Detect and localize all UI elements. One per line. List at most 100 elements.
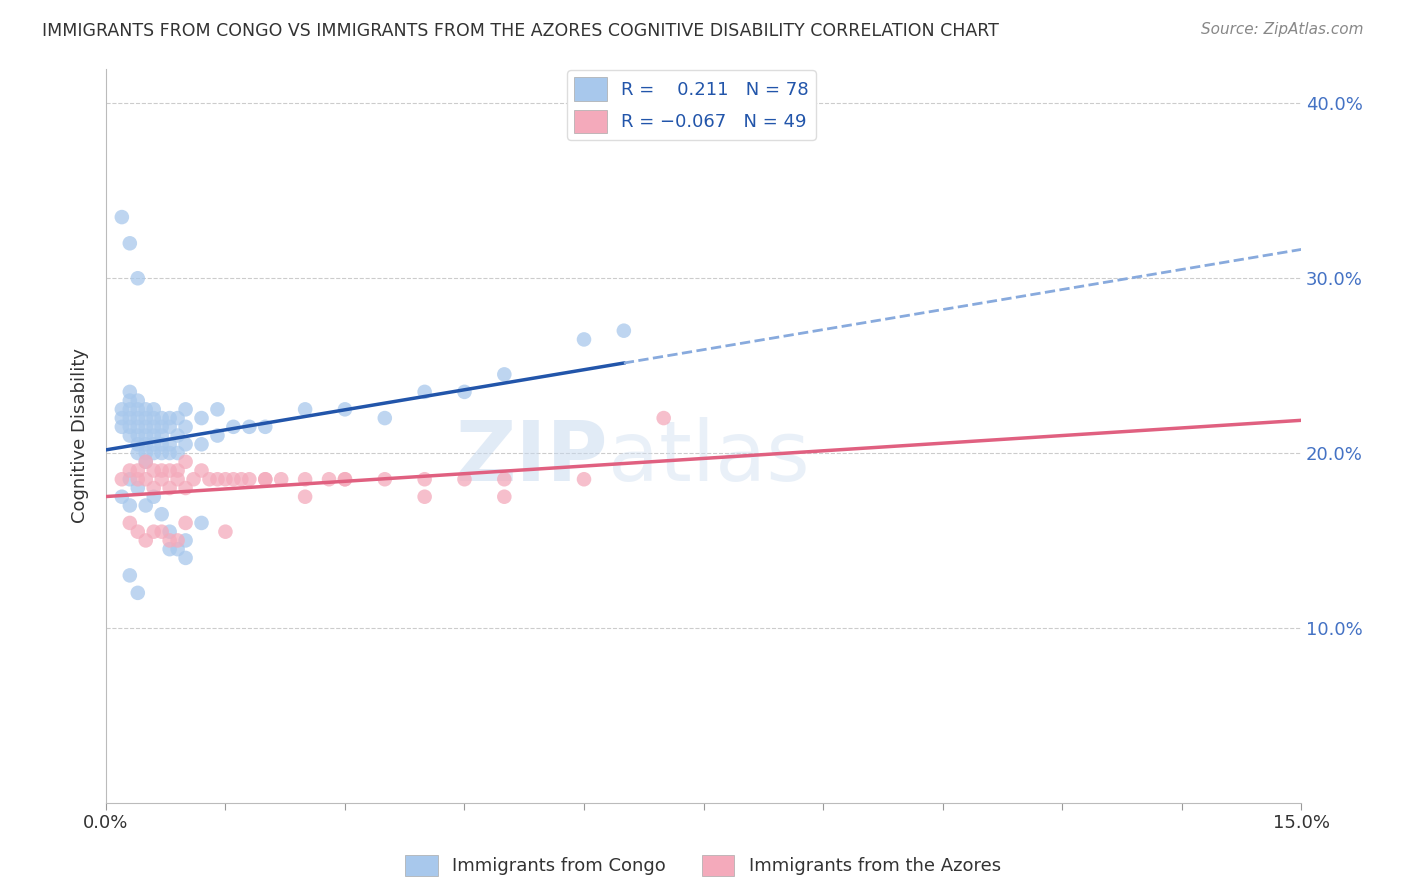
Point	[270, 472, 292, 486]
Point	[118, 402, 141, 417]
Point	[127, 472, 149, 486]
Point	[413, 384, 436, 399]
Point	[135, 446, 157, 460]
Point	[127, 586, 149, 600]
Text: IMMIGRANTS FROM CONGO VS IMMIGRANTS FROM THE AZORES COGNITIVE DISABILITY CORRELA: IMMIGRANTS FROM CONGO VS IMMIGRANTS FROM…	[42, 22, 1000, 40]
Point	[453, 472, 475, 486]
Point	[207, 402, 229, 417]
Point	[238, 419, 260, 434]
Point	[254, 472, 277, 486]
Point	[222, 419, 245, 434]
Point	[135, 428, 157, 442]
Point	[142, 437, 165, 451]
Point	[214, 472, 236, 486]
Point	[159, 446, 181, 460]
Point	[135, 437, 157, 451]
Point	[613, 324, 636, 338]
Point	[572, 472, 595, 486]
Point	[166, 446, 188, 460]
Point	[572, 333, 595, 347]
Point	[111, 472, 134, 486]
Point	[150, 428, 173, 442]
Point	[159, 463, 181, 477]
Point	[166, 533, 188, 548]
Point	[652, 411, 675, 425]
Point	[174, 533, 197, 548]
Point	[127, 446, 149, 460]
Point	[142, 446, 165, 460]
Point	[190, 411, 212, 425]
Point	[142, 490, 165, 504]
Point	[238, 472, 260, 486]
Point	[294, 402, 316, 417]
Text: ZIP: ZIP	[456, 417, 607, 498]
Point	[118, 516, 141, 530]
Point	[127, 419, 149, 434]
Point	[135, 533, 157, 548]
Point	[135, 419, 157, 434]
Point	[118, 419, 141, 434]
Point	[214, 524, 236, 539]
Point	[111, 402, 134, 417]
Point	[142, 524, 165, 539]
Point	[374, 472, 396, 486]
Point	[494, 472, 516, 486]
Point	[150, 411, 173, 425]
Point	[118, 499, 141, 513]
Point	[413, 490, 436, 504]
Point	[150, 446, 173, 460]
Point	[142, 402, 165, 417]
Y-axis label: Cognitive Disability: Cognitive Disability	[72, 348, 89, 523]
Point	[127, 481, 149, 495]
Point	[150, 472, 173, 486]
Point	[118, 428, 141, 442]
Point	[294, 472, 316, 486]
Point	[166, 542, 188, 557]
Point	[174, 437, 197, 451]
Point	[159, 419, 181, 434]
Point	[142, 411, 165, 425]
Point	[174, 419, 197, 434]
Point	[118, 568, 141, 582]
Point	[118, 411, 141, 425]
Point	[135, 472, 157, 486]
Point	[198, 472, 221, 486]
Text: Source: ZipAtlas.com: Source: ZipAtlas.com	[1201, 22, 1364, 37]
Point	[135, 499, 157, 513]
Point	[159, 524, 181, 539]
Point	[118, 472, 141, 486]
Point	[142, 428, 165, 442]
Point	[166, 411, 188, 425]
Point	[374, 411, 396, 425]
Point	[118, 236, 141, 251]
Point	[150, 463, 173, 477]
Point	[118, 393, 141, 408]
Point	[135, 402, 157, 417]
Point	[453, 384, 475, 399]
Text: atlas: atlas	[607, 417, 810, 498]
Point	[111, 490, 134, 504]
Point	[166, 428, 188, 442]
Point	[142, 419, 165, 434]
Point	[127, 411, 149, 425]
Point	[159, 542, 181, 557]
Point	[174, 516, 197, 530]
Point	[174, 402, 197, 417]
Point	[127, 393, 149, 408]
Point	[135, 455, 157, 469]
Point	[118, 384, 141, 399]
Point	[190, 437, 212, 451]
Point	[127, 524, 149, 539]
Point	[333, 472, 356, 486]
Point	[111, 210, 134, 224]
Point	[222, 472, 245, 486]
Point	[135, 455, 157, 469]
Point	[254, 419, 277, 434]
Point	[174, 455, 197, 469]
Point	[333, 402, 356, 417]
Point	[127, 428, 149, 442]
Point	[150, 437, 173, 451]
Point	[190, 463, 212, 477]
Point	[166, 463, 188, 477]
Point	[494, 490, 516, 504]
